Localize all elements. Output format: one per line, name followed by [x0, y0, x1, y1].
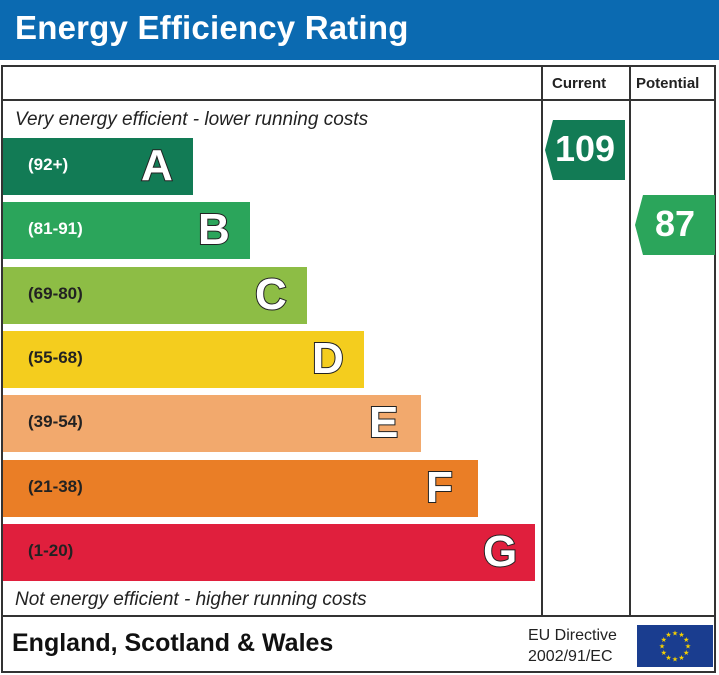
eu-directive-number: 2002/91/EC	[528, 648, 613, 665]
eu-star-icon: ★	[665, 631, 671, 639]
band-g: (1-20) G	[3, 524, 535, 581]
eu-star-icon: ★	[678, 654, 684, 662]
column-divider-potential	[629, 65, 631, 617]
band-letter: C	[254, 269, 288, 320]
column-divider-current	[541, 65, 543, 617]
eu-star-icon: ★	[661, 649, 667, 657]
eu-flag-icon: ★ ★ ★ ★ ★ ★ ★ ★ ★ ★ ★ ★	[637, 625, 713, 667]
band-letter: B	[197, 204, 231, 255]
potential-rating-value: 87	[654, 203, 696, 244]
band-range-label: (39-54)	[28, 412, 83, 431]
band-d: (55-68) D	[3, 331, 364, 388]
eu-star-icon: ★	[683, 649, 689, 657]
eu-star-icon: ★	[665, 654, 671, 662]
eu-star-icon: ★	[683, 636, 689, 644]
potential-rating-arrow: 87	[635, 195, 715, 255]
caption-efficient: Very energy efficient - lower running co…	[15, 109, 369, 130]
band-a: (92+) A	[3, 138, 193, 195]
band-letter: E	[368, 397, 399, 448]
rating-table	[1, 65, 716, 673]
eu-star-icon: ★	[672, 656, 678, 664]
eu-star-icon: ★	[661, 636, 667, 644]
current-rating-value: 109	[554, 128, 616, 169]
band-range-label: (81-91)	[28, 219, 83, 238]
band-f: (21-38) F	[3, 460, 478, 517]
eu-star-icon: ★	[659, 643, 665, 651]
header-bar: Energy Efficiency Rating	[0, 0, 719, 60]
band-range-label: (55-68)	[28, 348, 83, 367]
column-header-current: Current	[552, 75, 607, 92]
region-label: England, Scotland & Wales	[12, 629, 334, 657]
column-header-potential: Potential	[636, 75, 700, 92]
band-range-label: (1-20)	[28, 541, 74, 560]
band-e: (39-54) E	[3, 395, 421, 452]
page-title: Energy Efficiency Rating	[15, 9, 409, 46]
caption-inefficient: Not energy efficient - higher running co…	[15, 589, 367, 610]
band-b: (81-91) B	[3, 202, 250, 259]
footer-divider	[1, 615, 716, 617]
band-range-label: (21-38)	[28, 477, 83, 496]
band-letter: F	[425, 462, 454, 513]
current-rating-arrow: 109	[545, 120, 625, 180]
band-range-label: (69-80)	[28, 284, 83, 303]
band-range-label: (92+)	[28, 155, 69, 174]
band-letter: G	[482, 526, 518, 577]
band-letter: D	[311, 333, 345, 384]
band-letter: A	[140, 140, 174, 191]
header-row-divider	[1, 99, 716, 101]
eu-star-icon: ★	[672, 630, 678, 638]
eu-directive-label: EU Directive	[528, 627, 617, 644]
eu-star-icon: ★	[678, 631, 684, 639]
band-c: (69-80) C	[3, 267, 307, 324]
eu-star-icon: ★	[685, 643, 691, 651]
